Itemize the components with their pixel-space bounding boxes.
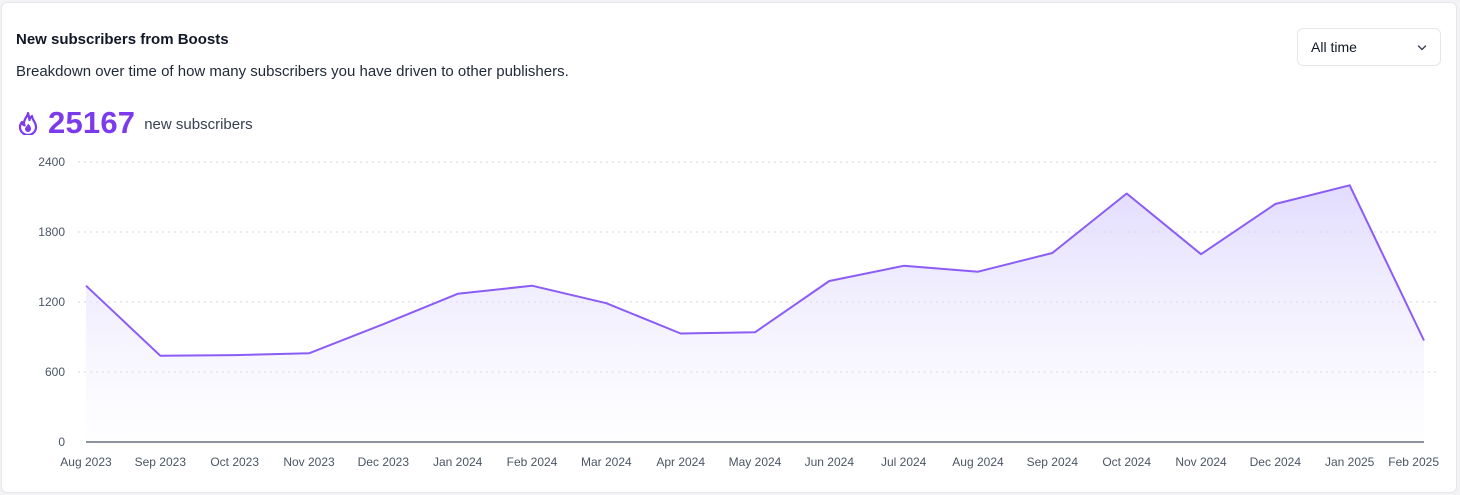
x-tick-label: Dec 2023 <box>358 455 410 469</box>
y-axis: 0 600 1200 1800 2400 <box>38 155 65 449</box>
chevron-down-icon <box>1417 45 1427 51</box>
x-tick-label: Oct 2023 <box>210 455 259 469</box>
y-tick-label: 1200 <box>38 295 65 309</box>
x-tick-label: Dec 2024 <box>1250 455 1302 469</box>
x-tick-label: Sep 2024 <box>1027 455 1079 469</box>
fire-icon <box>18 111 38 135</box>
y-tick-label: 600 <box>45 365 65 379</box>
subscriber-stat: 25167 new subscribers <box>16 103 253 143</box>
x-tick-label: May 2024 <box>729 455 782 469</box>
y-tick-label: 0 <box>58 435 65 449</box>
x-tick-label: Oct 2024 <box>1102 455 1151 469</box>
series-line <box>85 184 1425 357</box>
x-tick-label: Nov 2024 <box>1175 455 1227 469</box>
card-title: New subscribers from Boosts <box>16 31 229 48</box>
x-tick-label: Jun 2024 <box>805 455 855 469</box>
x-tick-label: Aug 2023 <box>60 455 112 469</box>
x-tick-label: Mar 2024 <box>581 455 632 469</box>
x-tick-label: Sep 2023 <box>135 455 187 469</box>
stat-value: 25167 <box>48 105 136 140</box>
y-tick-label: 1800 <box>38 225 65 239</box>
x-tick-label: Feb 2025 <box>1388 455 1439 469</box>
y-tick-label: 2400 <box>38 155 65 169</box>
x-tick-label: Aug 2024 <box>952 455 1004 469</box>
time-range-select[interactable]: All time <box>1297 28 1441 66</box>
x-axis: Aug 2023 Sep 2023 Oct 2023 Nov 2023 Dec 2023… <box>60 455 1439 469</box>
time-range-value: All time <box>1311 39 1357 55</box>
x-tick-label: Jan 2025 <box>1325 455 1375 469</box>
x-tick-label: Apr 2024 <box>656 455 705 469</box>
stat-label: new subscribers <box>144 115 253 133</box>
x-tick-label: Jan 2024 <box>433 455 483 469</box>
card-subtitle: Breakdown over time of how many subscrib… <box>16 63 569 80</box>
series-area <box>86 185 1424 443</box>
x-tick-label: Nov 2023 <box>283 455 335 469</box>
x-tick-label: Jul 2024 <box>881 455 927 469</box>
x-tick-label: Feb 2024 <box>507 455 558 469</box>
